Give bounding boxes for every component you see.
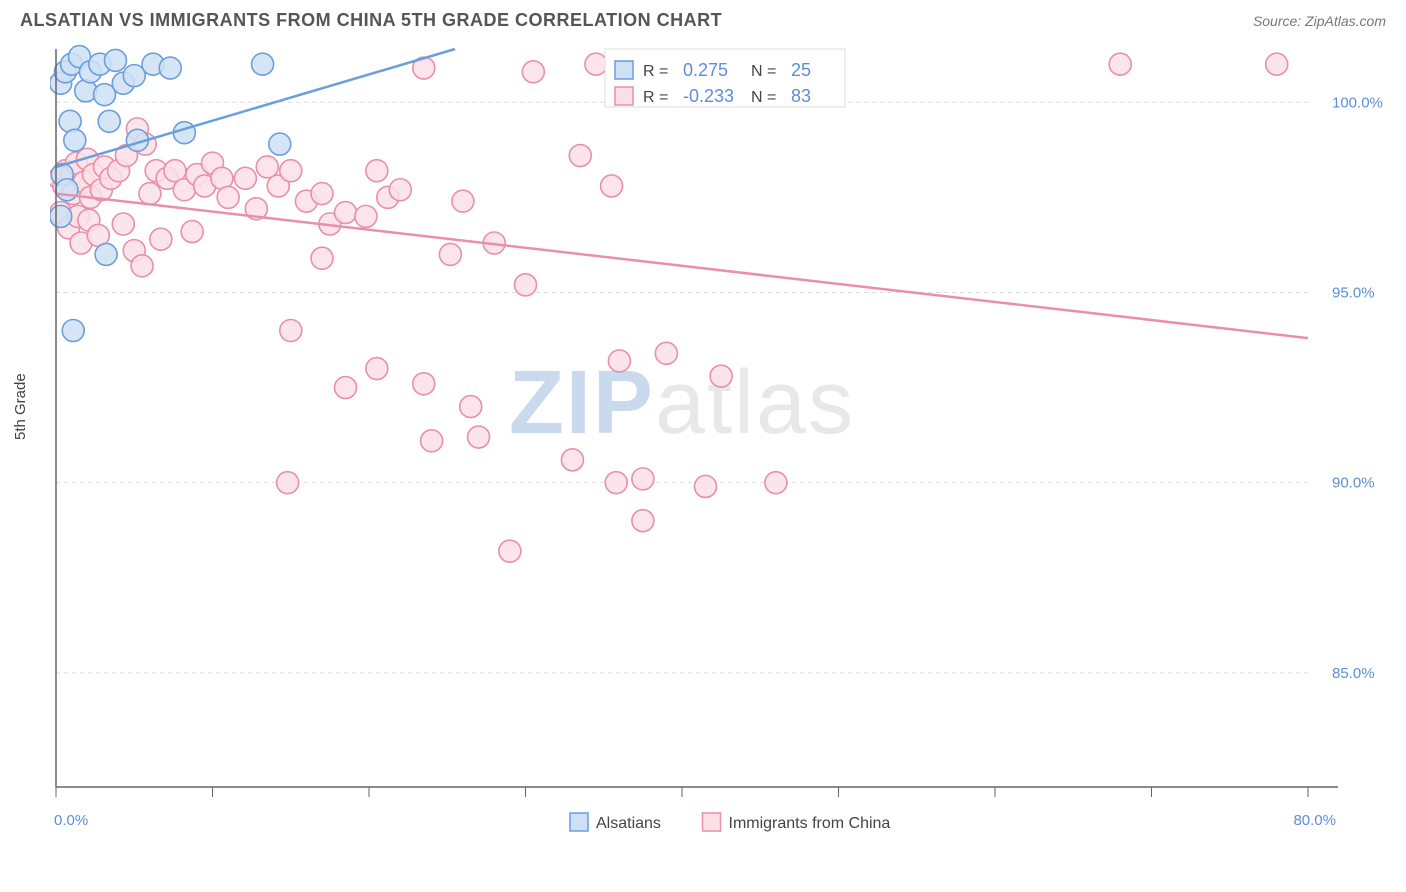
data-point (311, 247, 333, 269)
chart-svg: ZIPatlas 85.0% 90.0% 95.0% 100.0% 0.0% 80.0% R … (50, 45, 1386, 835)
trend-line (56, 194, 1308, 339)
data-point (150, 228, 172, 250)
data-point (765, 472, 787, 494)
data-point (280, 320, 302, 342)
legend-swatch (615, 87, 633, 105)
correlation-chart: ZIPatlas 85.0% 90.0% 95.0% 100.0% 0.0% 80.0% R … (50, 45, 1386, 835)
data-point (515, 274, 537, 296)
data-point (335, 377, 357, 399)
data-point (62, 320, 84, 342)
data-point (56, 179, 78, 201)
svg-text:100.0%: 100.0% (1332, 94, 1383, 111)
data-point (468, 426, 490, 448)
data-point (311, 183, 333, 205)
data-point (389, 179, 411, 201)
chart-title: ALSATIAN VS IMMIGRANTS FROM CHINA 5TH GR… (20, 10, 722, 31)
data-point (608, 350, 630, 372)
data-point (131, 255, 153, 277)
data-point (1109, 53, 1131, 75)
data-point (139, 183, 161, 205)
data-point (694, 475, 716, 497)
data-point (632, 468, 654, 490)
svg-text:90.0%: 90.0% (1332, 475, 1375, 492)
data-point (605, 472, 627, 494)
data-point (335, 202, 357, 224)
svg-text:N =: N = (751, 63, 776, 80)
data-point (1266, 53, 1288, 75)
legend-swatch (615, 61, 633, 79)
data-point (561, 449, 583, 471)
data-point (366, 358, 388, 380)
legend-swatch (570, 813, 588, 831)
svg-text:80.0%: 80.0% (1293, 812, 1336, 829)
svg-text:0.275: 0.275 (683, 60, 728, 80)
data-point (355, 205, 377, 227)
data-point (95, 243, 117, 265)
data-point (522, 61, 544, 83)
legend-swatch (703, 813, 721, 831)
svg-text:N =: N = (751, 89, 776, 106)
data-point (104, 49, 126, 71)
svg-text:83: 83 (791, 86, 811, 106)
svg-text:95.0%: 95.0% (1332, 284, 1375, 301)
y-axis-label: 5th Grade (12, 373, 29, 440)
data-point (64, 129, 86, 151)
data-point (159, 57, 181, 79)
svg-text:R =: R = (643, 89, 668, 106)
data-point (585, 53, 607, 75)
data-point (173, 122, 195, 144)
data-point (277, 472, 299, 494)
data-point (50, 205, 72, 227)
data-point (413, 373, 435, 395)
svg-text:R =: R = (643, 63, 668, 80)
svg-text:-0.233: -0.233 (683, 86, 734, 106)
data-point (569, 145, 591, 167)
source-label: Source: ZipAtlas.com (1253, 13, 1386, 29)
data-point (421, 430, 443, 452)
legend-label: Immigrants from China (729, 815, 891, 832)
data-point (710, 365, 732, 387)
data-point (632, 510, 654, 532)
svg-text:25: 25 (791, 60, 811, 80)
data-point (269, 133, 291, 155)
data-point (452, 190, 474, 212)
data-point (181, 221, 203, 243)
data-point (655, 342, 677, 364)
data-point (601, 175, 623, 197)
data-point (234, 167, 256, 189)
data-point (217, 186, 239, 208)
svg-text:85.0%: 85.0% (1332, 665, 1375, 682)
data-point (252, 53, 274, 75)
svg-text:0.0%: 0.0% (54, 812, 88, 829)
legend-label: Alsatians (596, 815, 661, 832)
data-point (460, 396, 482, 418)
data-point (280, 160, 302, 182)
data-point (499, 540, 521, 562)
svg-text:ZIPatlas: ZIPatlas (509, 353, 855, 453)
data-point (112, 213, 134, 235)
data-point (98, 110, 120, 132)
data-point (439, 243, 461, 265)
data-point (366, 160, 388, 182)
